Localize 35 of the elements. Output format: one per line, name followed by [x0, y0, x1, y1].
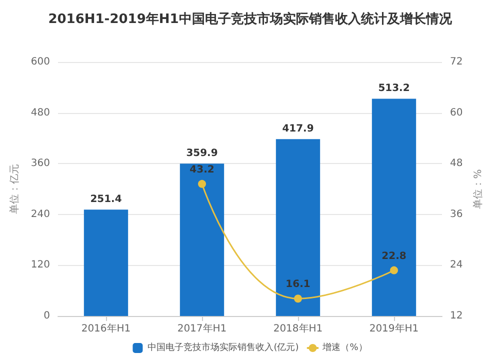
point: [294, 294, 302, 303]
data-label: 359.9: [186, 148, 218, 160]
bar: [372, 98, 416, 316]
x-tick-label: 2017年H1: [177, 322, 227, 334]
data-label: 43.2: [190, 164, 214, 176]
data-label: 16.1: [286, 279, 310, 290]
y-axis-title: 单位：亿元: [8, 164, 21, 214]
y2-tick-label: 12: [450, 310, 463, 322]
y2-tick-label: 60: [450, 107, 463, 118]
y-tick-label: 120: [30, 260, 50, 271]
data-label: 417.9: [282, 124, 314, 135]
data-label: 22.8: [382, 250, 406, 262]
legend-label: 中国电子竞技市场实际销售收入(亿元): [148, 342, 299, 353]
y2-tick-label: 72: [450, 56, 463, 68]
point: [390, 266, 398, 274]
y-tick-label: 360: [30, 158, 50, 170]
y-tick-label: 480: [30, 107, 50, 118]
y-tick-label: 600: [30, 56, 50, 68]
y2-axis-title: 单位：%: [472, 169, 484, 209]
y-tick-label: 0: [44, 310, 50, 322]
chart-title: 2016H1-2019年H1中国电子竞技市场实际销售收入统计及增长情况: [48, 11, 453, 27]
data-label: 251.4: [90, 194, 122, 206]
y-tick-label: 240: [30, 208, 50, 220]
x-tick-label: 2018年H1: [273, 322, 323, 334]
y2-tick-label: 24: [450, 260, 463, 271]
bar: [84, 210, 128, 316]
data-label: 513.2: [378, 83, 410, 94]
y2-tick-label: 48: [450, 158, 463, 170]
y2-tick-label: 36: [450, 208, 463, 220]
x-tick-label: 2019年H1: [369, 322, 419, 334]
bar: [180, 164, 224, 316]
bar: [276, 139, 320, 316]
x-tick-label: 2016年H1: [81, 322, 131, 334]
legend-label: 增速（%）: [322, 342, 368, 353]
point: [198, 180, 206, 188]
